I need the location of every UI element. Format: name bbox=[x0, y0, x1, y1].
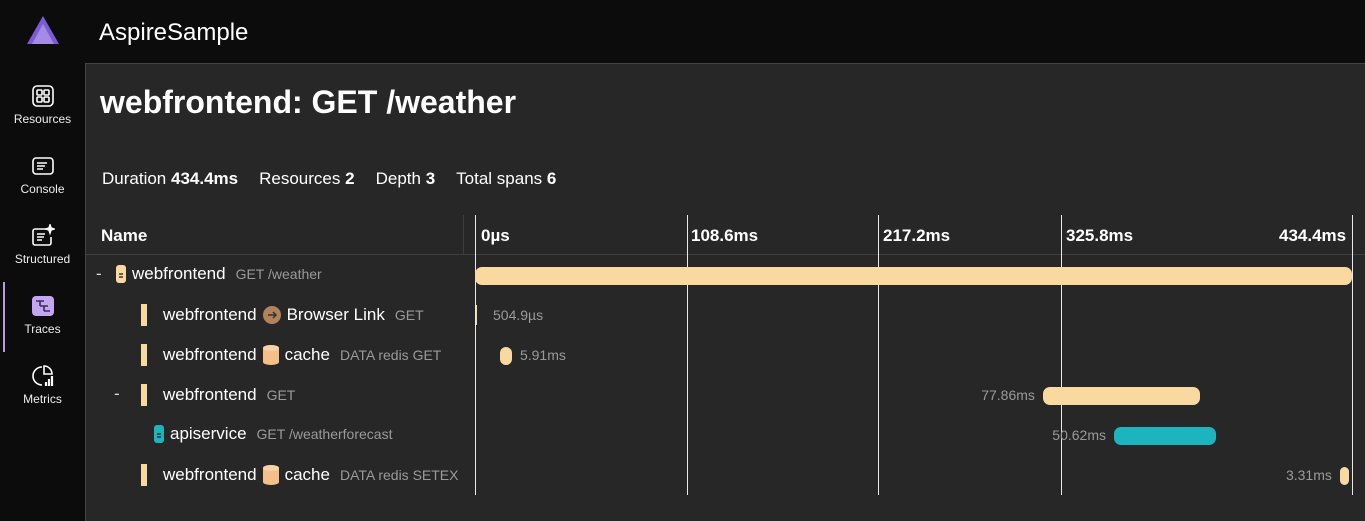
resources-icon bbox=[31, 85, 54, 107]
resource-name: webfrontend bbox=[163, 385, 257, 404]
nav-traces[interactable]: Traces bbox=[0, 280, 85, 352]
name-column-header[interactable]: Name bbox=[101, 226, 148, 245]
aspire-logo-icon bbox=[27, 16, 59, 44]
span-bar[interactable] bbox=[1113, 427, 1217, 445]
tick-label: 108.6ms bbox=[691, 226, 759, 245]
span-duration: 77.86ms bbox=[981, 387, 1035, 403]
span-detail: GET bbox=[394, 307, 424, 323]
span-duration: 3.31ms bbox=[1285, 467, 1332, 483]
database-icon bbox=[262, 465, 279, 485]
spans-value: 6 bbox=[546, 169, 557, 188]
tick-label: 325.8ms bbox=[1066, 226, 1134, 245]
span-label: webfrontend GET bbox=[141, 384, 295, 406]
gridline bbox=[1352, 215, 1353, 495]
arrow-right-icon bbox=[262, 306, 281, 324]
span-bar[interactable] bbox=[476, 305, 477, 325]
duration-label: Duration bbox=[102, 169, 167, 188]
span-duration: 504.9µs bbox=[493, 307, 544, 323]
span-color-marker bbox=[141, 344, 147, 366]
nav-metrics[interactable]: Metrics bbox=[0, 350, 85, 420]
structured-icon bbox=[31, 224, 55, 246]
span-detail: DATA redis SETEX bbox=[339, 467, 459, 483]
nav-label: Console bbox=[20, 182, 65, 196]
resource-icon bbox=[154, 425, 164, 443]
span-bar[interactable] bbox=[475, 267, 1352, 285]
span-row[interactable]: webfrontend cache DATA redis SETEX 3.31ms bbox=[86, 455, 1365, 495]
traces-icon bbox=[31, 296, 54, 316]
span-detail: DATA redis GET bbox=[339, 347, 442, 363]
span-label: webfrontend cache DATA redis SETEX bbox=[141, 464, 458, 486]
nav-label: Structured bbox=[14, 252, 71, 266]
span-detail: GET /weather bbox=[235, 266, 322, 282]
nav-structured[interactable]: Structured bbox=[0, 210, 85, 280]
span-row[interactable]: - webfrontend GET /weather bbox=[86, 255, 1365, 295]
span-target: cache bbox=[284, 465, 330, 484]
nav-resources[interactable]: Resources bbox=[0, 70, 85, 140]
resource-name: apiservice bbox=[170, 424, 247, 443]
gridline bbox=[1061, 215, 1062, 495]
span-label: webfrontend Browser Link GET bbox=[141, 304, 424, 326]
span-color-marker bbox=[141, 384, 147, 406]
span-color-marker bbox=[141, 304, 147, 326]
trace-stats: Duration 434.4ms Resources 2 Depth 3 Tot… bbox=[102, 169, 556, 189]
database-icon bbox=[262, 345, 279, 365]
collapse-toggle[interactable]: - bbox=[96, 264, 102, 283]
gridline bbox=[878, 215, 879, 495]
page-title: webfrontend: GET /weather bbox=[100, 84, 517, 120]
nav-label: Metrics bbox=[23, 392, 62, 406]
span-duration: 5.91ms bbox=[519, 347, 566, 363]
spans-label: Total spans bbox=[456, 169, 543, 188]
nav-label: Traces bbox=[24, 322, 61, 336]
depth-value: 3 bbox=[425, 169, 436, 188]
resource-name: webfrontend bbox=[163, 465, 257, 484]
gridline bbox=[687, 215, 688, 495]
app-title: AspireSample bbox=[99, 19, 249, 46]
span-label: apiservice GET /weatherforecast bbox=[154, 424, 392, 444]
tick-label: 0µs bbox=[481, 226, 510, 245]
span-row[interactable]: webfrontend Browser Link GET 504.9µs bbox=[86, 295, 1365, 335]
resource-name: webfrontend bbox=[163, 305, 257, 324]
tick-label: 434.4ms bbox=[1279, 226, 1347, 245]
span-duration: 50.62ms bbox=[1052, 427, 1106, 443]
trace-detail-panel: webfrontend: GET /weather Duration 434.4… bbox=[85, 63, 1365, 521]
duration-value: 434.4ms bbox=[171, 169, 239, 188]
resource-name: webfrontend bbox=[163, 345, 257, 364]
span-row[interactable]: webfrontend cache DATA redis GET 5.91ms bbox=[86, 335, 1365, 375]
console-icon bbox=[31, 157, 54, 175]
span-detail: GET /weatherforecast bbox=[256, 426, 393, 442]
span-bar[interactable] bbox=[1339, 467, 1349, 485]
depth-label: Depth bbox=[375, 169, 421, 188]
collapse-toggle[interactable]: - bbox=[114, 384, 120, 403]
resources-label: Resources bbox=[259, 169, 341, 188]
resource-icon bbox=[116, 265, 126, 283]
span-target: Browser Link bbox=[286, 305, 385, 324]
nav-console[interactable]: Console bbox=[0, 140, 85, 210]
column-resizer[interactable] bbox=[463, 215, 464, 255]
span-label: webfrontend cache DATA redis GET bbox=[141, 344, 441, 366]
resources-value: 2 bbox=[345, 169, 355, 188]
span-detail: GET bbox=[266, 387, 296, 403]
tick-label: 217.2ms bbox=[883, 226, 951, 245]
span-label: webfrontend GET /weather bbox=[116, 264, 322, 284]
resource-name: webfrontend bbox=[132, 264, 226, 283]
span-row[interactable]: - webfrontend GET 77.86ms bbox=[86, 375, 1365, 415]
table-header: Name 0µs 108.6ms 217.2ms 325.8ms 434.4ms bbox=[86, 215, 1365, 255]
span-target: cache bbox=[284, 345, 330, 364]
span-row[interactable]: apiservice GET /weatherforecast 50.62ms bbox=[86, 415, 1365, 455]
span-bar[interactable] bbox=[1042, 387, 1201, 405]
metrics-icon bbox=[31, 365, 53, 386]
sidebar-nav: Resources Console Structured Traces Metr… bbox=[0, 70, 85, 420]
span-color-marker bbox=[141, 464, 147, 486]
nav-label: Resources bbox=[13, 112, 72, 126]
gridline bbox=[475, 215, 476, 495]
span-bar[interactable] bbox=[500, 347, 512, 365]
